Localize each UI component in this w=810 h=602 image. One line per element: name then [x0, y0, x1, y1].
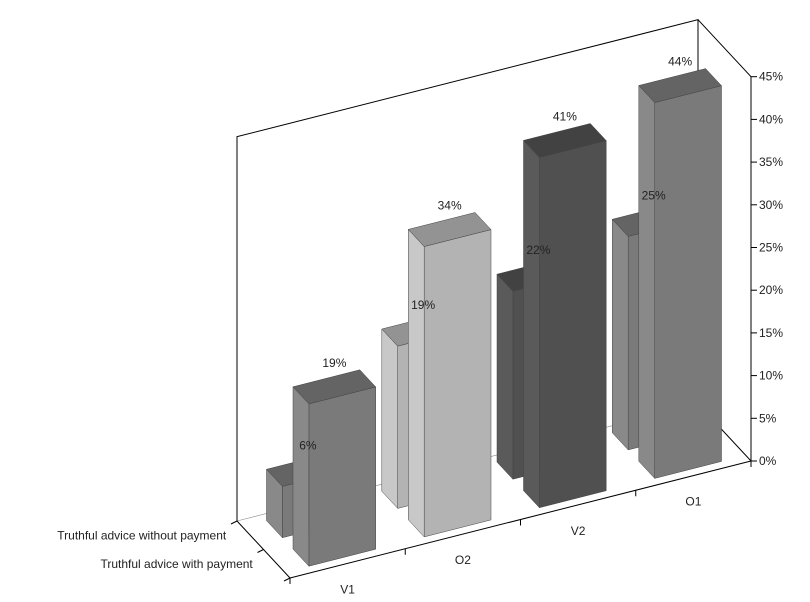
bar-top-face	[523, 123, 607, 158]
y-tick-label: 30%	[759, 198, 783, 212]
data-label: 19%	[411, 298, 435, 312]
y-tick-label: 20%	[759, 283, 783, 297]
data-label: 6%	[299, 438, 317, 452]
data-label: 44%	[668, 55, 692, 69]
side-wall	[697, 19, 752, 463]
series-label: Truthful advice with payment	[100, 557, 253, 571]
y-tick-label: 10%	[759, 369, 783, 383]
y-axis-ticks: 0% 5% 10% 15% 20% 25% 30% 35% 40% 45%	[751, 70, 783, 468]
bar	[638, 68, 722, 480]
x-tick-label: O2	[455, 553, 471, 567]
y-tick-label: 15%	[759, 326, 783, 340]
x-tick-label: O1	[685, 495, 701, 509]
data-label: 41%	[553, 109, 577, 123]
y-tick-label: 45%	[759, 70, 783, 84]
data-label: 19%	[322, 356, 346, 370]
y-tick-label: 25%	[759, 241, 783, 255]
y-tick-label: 40%	[759, 112, 783, 126]
category-axes: V1 O2 V2 O1 Truthful advice with payment Trut…	[57, 460, 752, 596]
bar	[407, 212, 492, 538]
y-tick-label: 35%	[759, 155, 783, 169]
bar-front-face	[654, 85, 722, 479]
bar-top-face	[407, 212, 492, 247]
data-labels: 6% 19% 22% 25% 19% 34% 41% 44%	[299, 55, 692, 453]
data-label: 25%	[642, 188, 666, 202]
bars	[266, 68, 722, 567]
bar-side-face	[292, 386, 310, 567]
bar-side-face	[612, 218, 629, 451]
z-tick-mark	[230, 520, 238, 525]
bar-front-face	[423, 229, 492, 538]
bar-side-face	[523, 139, 540, 509]
x-tick-label: V1	[340, 582, 355, 596]
series-label: Truthful advice without payment	[57, 528, 227, 542]
bar	[523, 123, 607, 509]
y-tick-label: 0%	[759, 454, 777, 468]
z-tick-mark	[283, 577, 291, 582]
bar-side-face	[381, 328, 398, 510]
x-tick-label: V2	[571, 524, 586, 538]
z-tick-mark	[257, 549, 264, 553]
data-label: 34%	[438, 199, 462, 213]
bar-side-face	[638, 84, 655, 480]
data-label: 22%	[526, 243, 550, 257]
y-tick-label: 5%	[759, 411, 777, 425]
bar-side-face	[408, 228, 425, 538]
bar	[292, 369, 377, 567]
bar-front-face	[539, 140, 607, 509]
bar-top-face	[638, 68, 722, 103]
bar-side-face	[496, 273, 514, 480]
bar-front-face	[308, 386, 376, 567]
bar-top-face	[292, 369, 377, 405]
